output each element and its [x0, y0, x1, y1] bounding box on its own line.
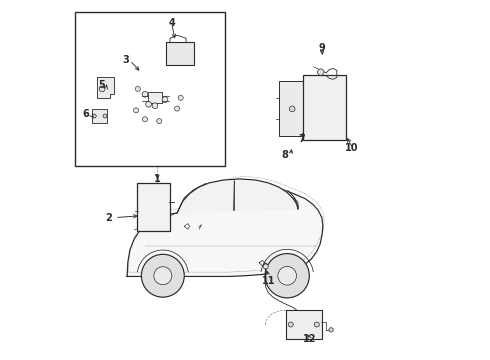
Text: 9: 9	[318, 43, 325, 53]
Text: 3: 3	[122, 55, 129, 65]
Text: 10: 10	[345, 143, 359, 153]
FancyBboxPatch shape	[286, 310, 322, 339]
Circle shape	[142, 91, 148, 97]
Polygon shape	[127, 181, 323, 276]
Text: 6: 6	[83, 109, 90, 119]
Circle shape	[103, 114, 107, 118]
Circle shape	[154, 267, 172, 285]
Circle shape	[329, 328, 333, 332]
Bar	[92, 109, 107, 123]
Text: 7: 7	[299, 134, 306, 144]
Circle shape	[314, 322, 319, 327]
FancyBboxPatch shape	[137, 183, 171, 231]
Circle shape	[318, 69, 324, 75]
Bar	[148, 93, 162, 103]
Text: 1: 1	[154, 174, 161, 184]
Circle shape	[134, 108, 139, 113]
Text: 5: 5	[98, 80, 105, 90]
Text: 11: 11	[262, 276, 275, 287]
Circle shape	[135, 86, 140, 91]
Circle shape	[162, 97, 168, 103]
Circle shape	[263, 264, 268, 269]
Circle shape	[152, 103, 158, 109]
Circle shape	[142, 254, 184, 297]
Circle shape	[178, 95, 183, 100]
Circle shape	[278, 266, 296, 285]
Text: 2: 2	[105, 212, 112, 222]
Circle shape	[143, 117, 147, 122]
FancyBboxPatch shape	[166, 42, 194, 64]
Circle shape	[289, 106, 295, 112]
FancyBboxPatch shape	[303, 75, 346, 140]
Text: 12: 12	[302, 334, 316, 344]
Circle shape	[92, 114, 96, 118]
Circle shape	[174, 106, 180, 111]
Text: 8: 8	[281, 150, 288, 160]
Polygon shape	[97, 77, 114, 98]
Circle shape	[288, 322, 293, 327]
Circle shape	[265, 253, 309, 298]
Circle shape	[157, 118, 162, 123]
Polygon shape	[177, 179, 298, 213]
FancyBboxPatch shape	[279, 81, 305, 136]
Circle shape	[146, 102, 151, 107]
Circle shape	[99, 86, 105, 92]
Bar	[75, 12, 225, 166]
Text: 4: 4	[169, 18, 175, 28]
